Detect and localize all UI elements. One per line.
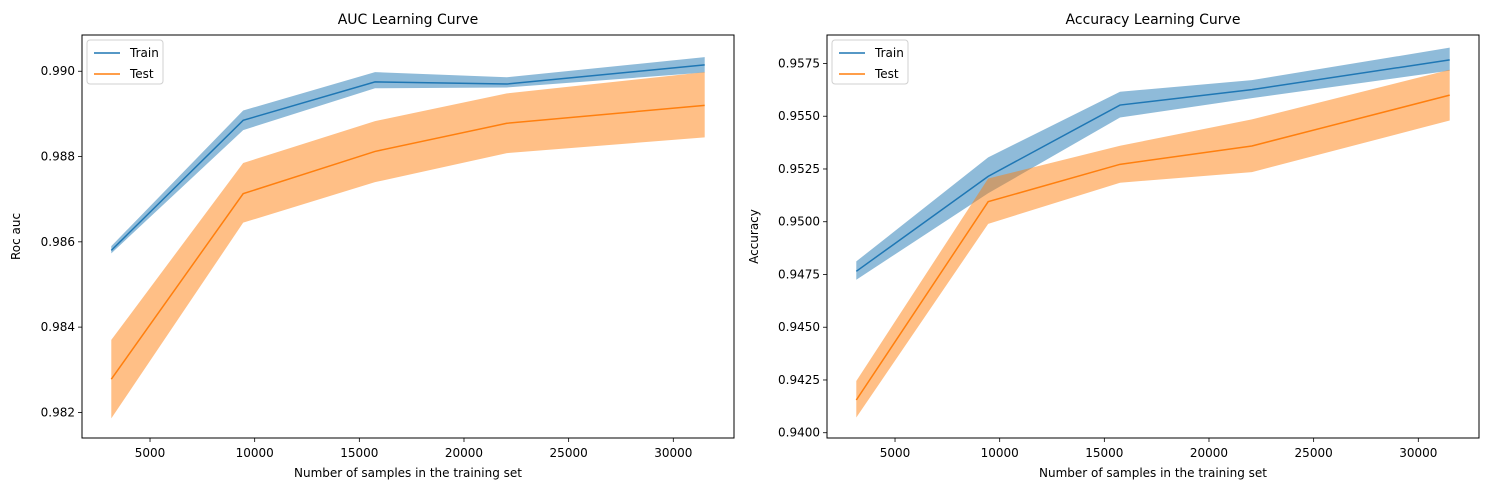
chart-title: Accuracy Learning Curve: [1066, 12, 1241, 28]
y-tick-label: 0.9500: [778, 215, 820, 229]
y-tick-label: 0.9425: [778, 373, 820, 387]
legend-label-test: Test: [129, 67, 154, 81]
y-axis-label: Accuracy: [747, 209, 761, 264]
chart-2: 5000 10000 15000 20000 25000 30000 0.9400 0.942…: [747, 12, 1480, 480]
x-tick-label: 10000: [981, 446, 1019, 460]
legend-box: [86, 39, 164, 85]
band-test: [856, 69, 1450, 418]
x-tick-label: 15000: [340, 446, 378, 460]
legend-box: [831, 39, 909, 85]
plot-frame: [826, 34, 1480, 439]
x-tick-label: 30000: [1399, 446, 1437, 460]
x-tick-label: 20000: [445, 446, 483, 460]
x-axis-label: Number of samples in the training set: [1039, 466, 1267, 480]
y-tick-label: 0.982: [41, 405, 75, 419]
legend-label-test: Test: [874, 67, 899, 81]
y-tick-label: 0.9450: [778, 320, 820, 334]
x-tick-label: 15000: [1085, 446, 1123, 460]
band-test: [111, 72, 705, 419]
chart-1: 5000 10000 15000 20000 25000 30000 0.982 0.984 0…: [9, 12, 735, 480]
y-tick-label: 0.9525: [778, 162, 820, 176]
x-axis-label: Number of samples in the training set: [294, 466, 522, 480]
chart-title: AUC Learning Curve: [338, 12, 479, 28]
band-train: [111, 57, 705, 254]
legend: Train Test: [86, 39, 164, 85]
y-tick-label: 0.990: [41, 64, 75, 78]
plot-frame: [81, 34, 735, 439]
y-tick-label: 0.9550: [778, 109, 820, 123]
x-tick-label: 5000: [880, 446, 911, 460]
y-tick-label: 0.9575: [778, 56, 820, 70]
y-tick-label: 0.984: [41, 320, 75, 334]
legend-label-train: Train: [129, 46, 159, 60]
y-tick-label: 0.9400: [778, 426, 820, 440]
x-tick-label: 10000: [236, 446, 274, 460]
x-tick-label: 20000: [1190, 446, 1228, 460]
y-tick-label: 0.9475: [778, 267, 820, 281]
y-axis-label: Roc auc: [9, 213, 23, 260]
x-tick-label: 25000: [1295, 446, 1333, 460]
band-train: [856, 47, 1450, 280]
legend-label-train: Train: [874, 46, 904, 60]
legend: Train Test: [831, 39, 909, 85]
y-tick-label: 0.988: [41, 150, 75, 164]
y-tick-label: 0.986: [41, 235, 75, 249]
x-tick-label: 5000: [135, 446, 166, 460]
x-tick-label: 25000: [550, 446, 588, 460]
x-tick-label: 30000: [654, 446, 692, 460]
